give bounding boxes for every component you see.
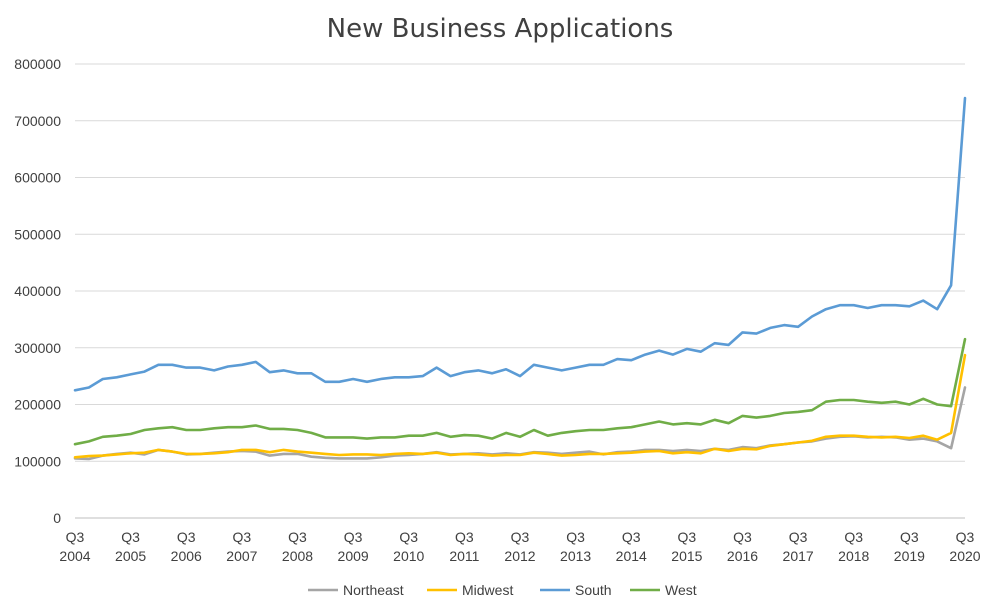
x-tick-quarter: Q3 — [900, 529, 919, 545]
y-tick-label: 700000 — [14, 113, 61, 129]
series-line-midwest — [73, 353, 967, 459]
series-line-west — [73, 337, 967, 446]
x-tick-quarter: Q3 — [566, 529, 585, 545]
x-tick-quarter: Q3 — [956, 529, 975, 545]
x-tick-year: 2010 — [393, 548, 424, 564]
x-tick-year: 2015 — [671, 548, 702, 564]
x-tick-quarter: Q3 — [733, 529, 752, 545]
x-tick-year: 2014 — [616, 548, 647, 564]
legend-label-west: West — [665, 582, 697, 598]
x-tick-quarter: Q3 — [622, 529, 641, 545]
x-tick-quarter: Q3 — [66, 529, 85, 545]
x-tick-quarter: Q3 — [121, 529, 140, 545]
x-tick-quarter: Q3 — [233, 529, 252, 545]
x-tick-year: 2013 — [560, 548, 591, 564]
x-tick-year: 2016 — [727, 548, 758, 564]
series-lines — [73, 96, 967, 461]
legend-label-south: South — [575, 582, 612, 598]
x-tick-year: 2007 — [226, 548, 257, 564]
x-axis-ticks: Q3 2004 Q3 2005 Q3 2006 Q3 2007 Q3 2008 Q3 2009 Q3 20… — [59, 529, 980, 564]
y-tick-label: 300000 — [14, 340, 61, 356]
y-axis-ticks: 0 100000 200000 300000 400000 500000 600000 700… — [14, 56, 61, 526]
x-tick-quarter: Q3 — [789, 529, 808, 545]
x-tick-year: 2004 — [59, 548, 90, 564]
y-tick-label: 800000 — [14, 56, 61, 72]
y-tick-label: 400000 — [14, 283, 61, 299]
x-tick-year: 2009 — [338, 548, 369, 564]
x-tick-year: 2020 — [949, 548, 980, 564]
legend-label-northeast: Northeast — [343, 582, 404, 598]
y-tick-label: 0 — [53, 510, 61, 526]
series-line-south — [73, 96, 967, 392]
y-tick-label: 500000 — [14, 226, 61, 242]
x-tick-quarter: Q3 — [177, 529, 196, 545]
x-tick-quarter: Q3 — [844, 529, 863, 545]
x-tick-year: 2005 — [115, 548, 146, 564]
x-tick-quarter: Q3 — [511, 529, 530, 545]
x-tick-year: 2019 — [894, 548, 925, 564]
x-tick-quarter: Q3 — [455, 529, 474, 545]
gridlines — [75, 63, 965, 462]
chart-title: New Business Applications — [327, 14, 674, 44]
x-tick-quarter: Q3 — [399, 529, 418, 545]
series-line-northeast — [73, 386, 967, 461]
x-tick-year: 2008 — [282, 548, 313, 564]
legend-label-midwest: Midwest — [462, 582, 513, 598]
y-tick-label: 600000 — [14, 170, 61, 186]
x-tick-year: 2017 — [783, 548, 814, 564]
x-tick-year: 2018 — [838, 548, 869, 564]
x-tick-quarter: Q3 — [344, 529, 363, 545]
x-tick-year: 2011 — [449, 548, 479, 564]
x-tick-year: 2006 — [171, 548, 202, 564]
y-tick-label: 100000 — [14, 453, 61, 469]
x-tick-year: 2012 — [504, 548, 535, 564]
y-tick-label: 200000 — [14, 397, 61, 413]
legend: Northeast Midwest South West — [308, 582, 697, 598]
x-tick-quarter: Q3 — [678, 529, 697, 545]
x-tick-quarter: Q3 — [288, 529, 307, 545]
